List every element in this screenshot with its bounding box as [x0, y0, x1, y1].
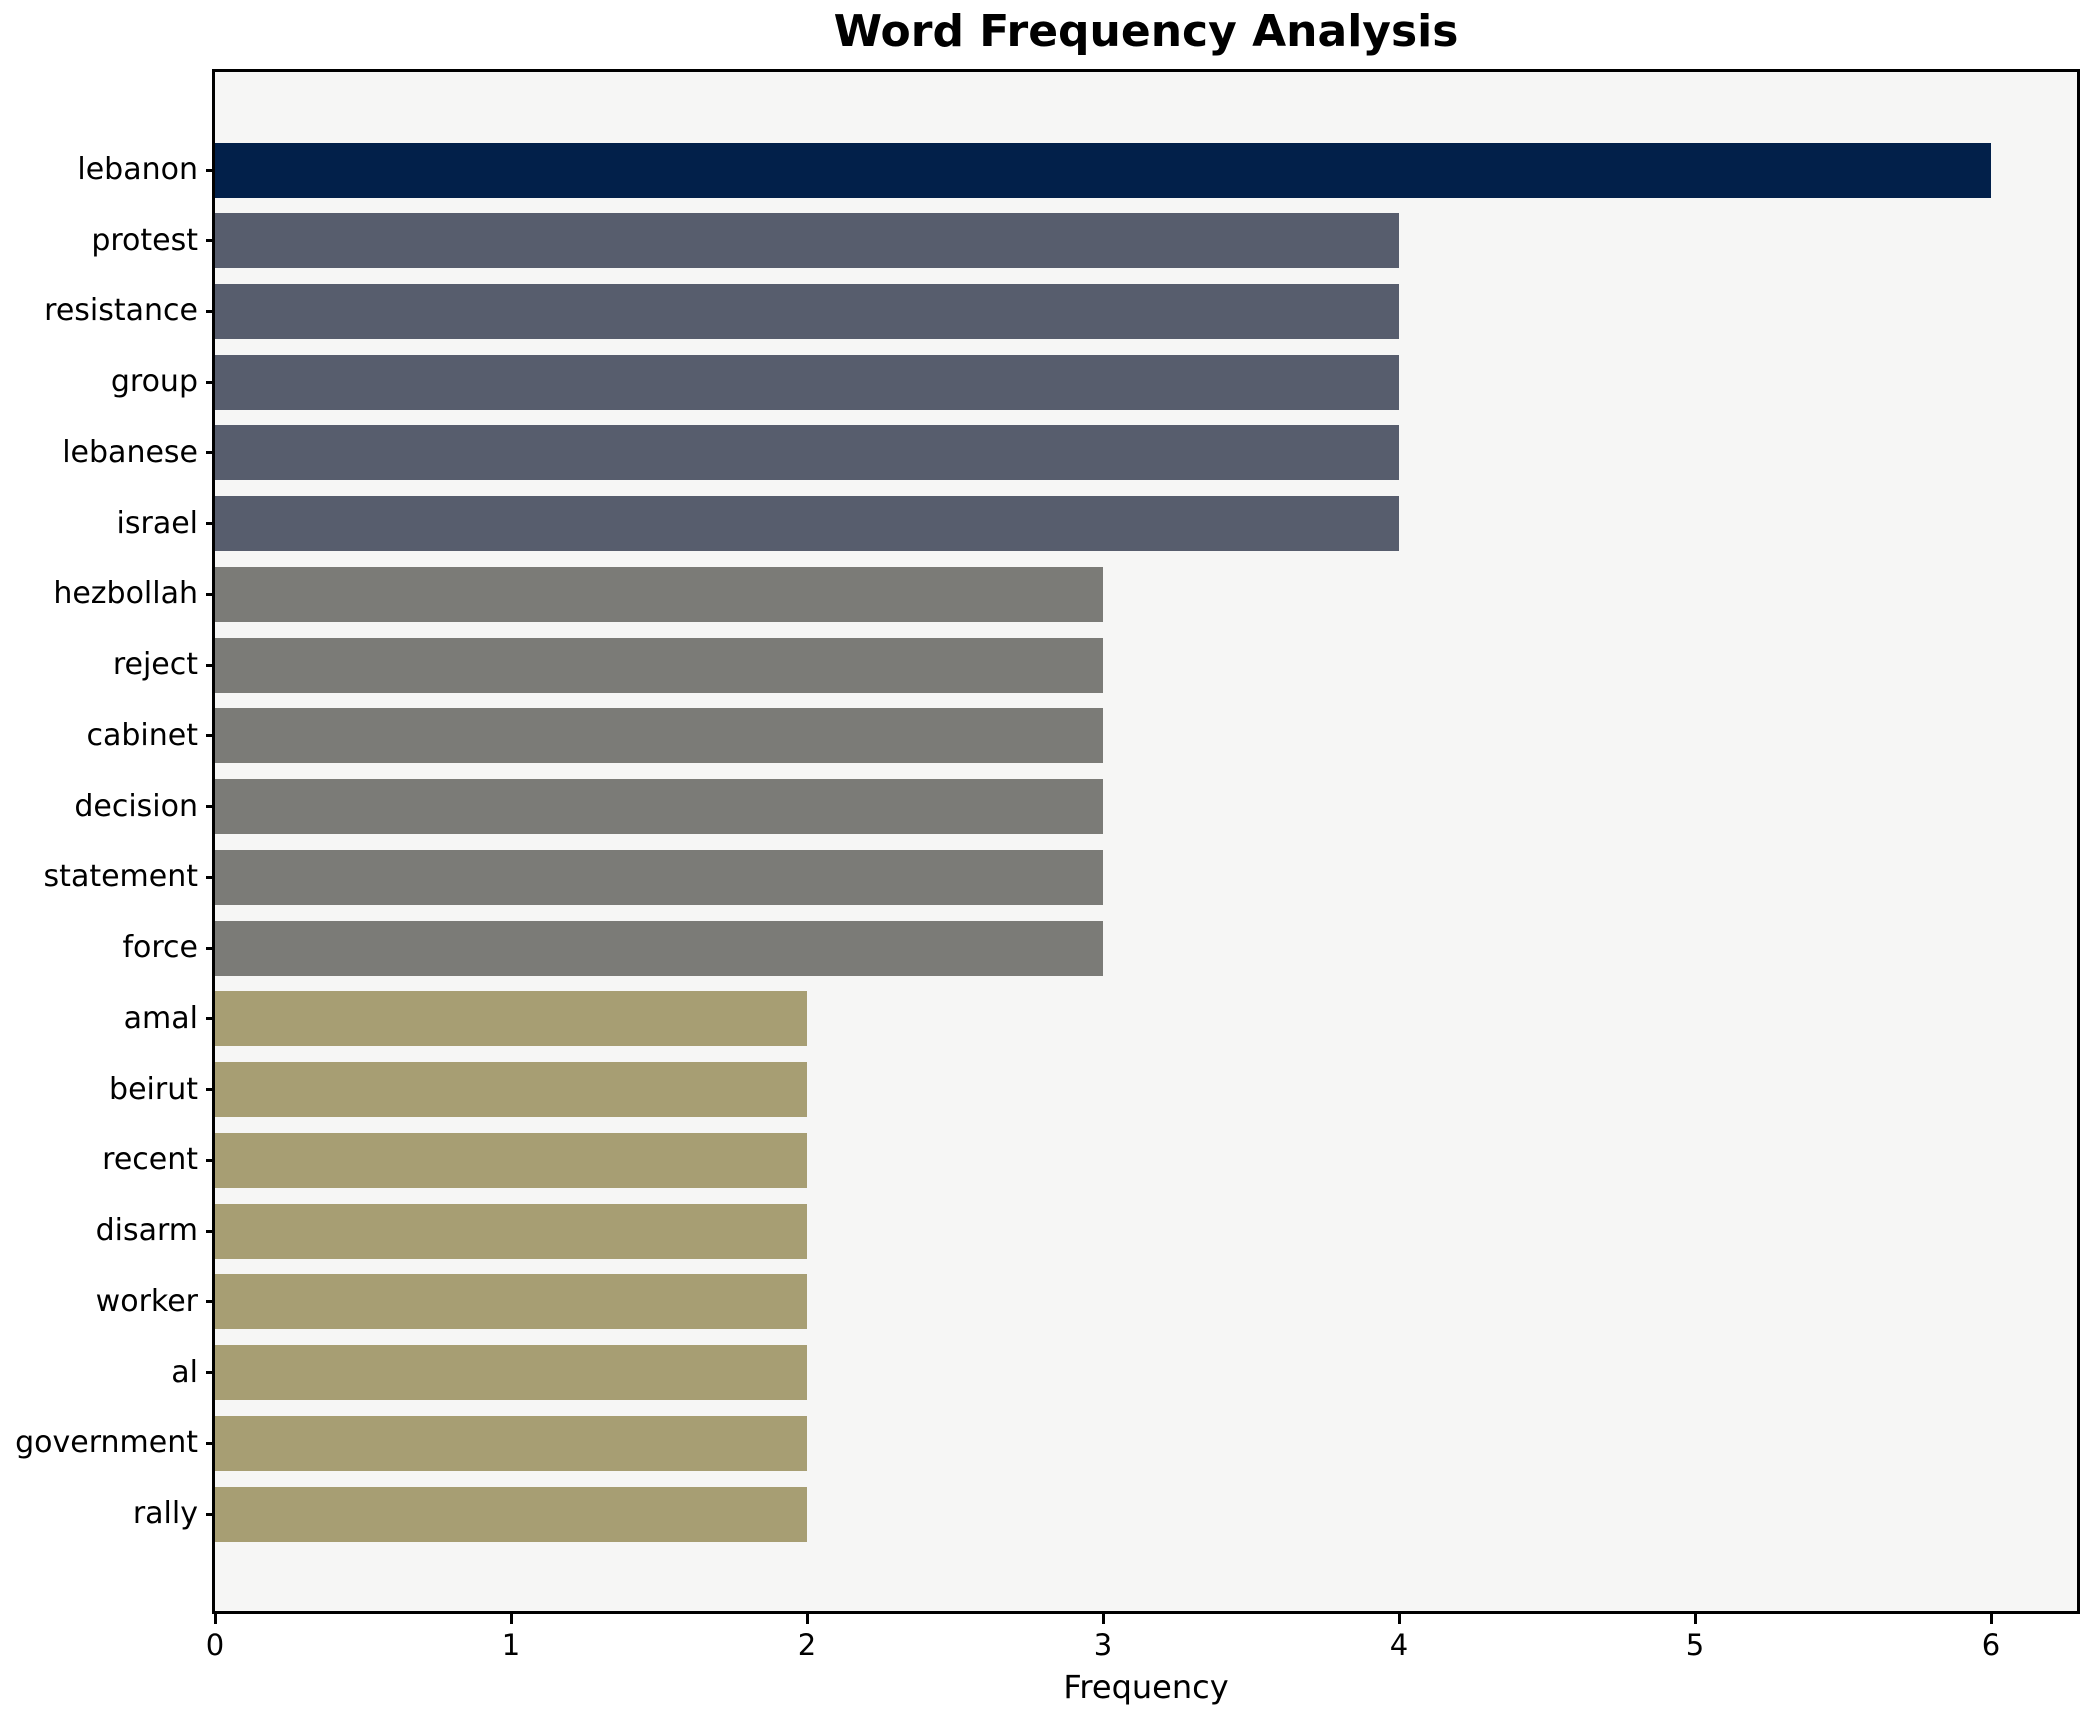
bar-protest: [215, 213, 1399, 269]
x-tick-label-5: 5: [1685, 1628, 1705, 1662]
bar-group: [215, 354, 1399, 410]
y-tick-label-decision: decision: [74, 788, 198, 824]
x-tick-mark: [1397, 1613, 1401, 1624]
y-tick-mark: [206, 522, 215, 526]
y-tick-label-force: force: [122, 930, 198, 966]
x-tick-mark: [1989, 1613, 1993, 1624]
x-axis-label: Frequency: [1063, 1668, 1229, 1706]
y-tick-label-group: group: [110, 364, 198, 400]
y-tick-mark: [206, 1512, 215, 1516]
y-tick-mark: [206, 1158, 215, 1162]
bar-resistance: [215, 283, 1399, 339]
x-tick-label-6: 6: [1981, 1628, 2001, 1662]
y-tick-label-protest: protest: [91, 222, 198, 258]
y-tick-label-cabinet: cabinet: [86, 717, 199, 753]
y-tick-mark: [206, 875, 215, 879]
y-tick-label-disarm: disarm: [95, 1213, 198, 1249]
x-tick-mark: [1101, 1613, 1105, 1624]
bar-government: [215, 1415, 807, 1471]
y-tick-mark: [206, 805, 215, 809]
chart-plot-area: [212, 69, 2080, 1614]
bar-lebanese: [215, 425, 1399, 481]
x-tick-label-2: 2: [797, 1628, 817, 1662]
y-tick-label-beirut: beirut: [109, 1071, 198, 1107]
chart-title: Word Frequency Analysis: [833, 6, 1459, 57]
x-tick-label-4: 4: [1389, 1628, 1409, 1662]
y-tick-label-lebanon: lebanon: [77, 152, 198, 187]
y-tick-mark: [206, 1300, 215, 1304]
y-tick-label-government: government: [15, 1425, 198, 1461]
y-tick-label-reject: reject: [112, 647, 198, 683]
y-tick-label-lebanese: lebanese: [62, 434, 198, 470]
bar-israel: [215, 496, 1399, 552]
x-tick-label-1: 1: [501, 1628, 521, 1662]
bar-force: [215, 920, 1103, 976]
y-tick-mark: [206, 663, 215, 667]
y-tick-label-al: al: [171, 1354, 198, 1390]
y-tick-label-statement: statement: [43, 859, 198, 895]
bar-worker: [215, 1274, 807, 1330]
bar-disarm: [215, 1203, 807, 1259]
bar-rally: [215, 1486, 807, 1542]
y-tick-mark: [206, 946, 215, 950]
y-tick-label-amal: amal: [123, 1000, 198, 1036]
y-tick-mark: [206, 239, 215, 243]
y-tick-mark: [206, 1371, 215, 1375]
y-tick-mark: [206, 1017, 215, 1021]
bar-beirut: [215, 1062, 807, 1118]
x-tick-label-3: 3: [1093, 1628, 1113, 1662]
bar-reject: [215, 637, 1103, 693]
y-tick-label-hezbollah: hezbollah: [53, 576, 198, 612]
y-tick-mark: [206, 1441, 215, 1445]
y-tick-mark: [206, 1229, 215, 1233]
y-tick-mark: [206, 734, 215, 738]
x-tick-label-0: 0: [205, 1628, 225, 1662]
bar-recent: [215, 1132, 807, 1188]
x-tick-mark: [1693, 1613, 1697, 1624]
y-tick-label-recent: recent: [102, 1142, 198, 1178]
y-tick-label-worker: worker: [95, 1283, 198, 1319]
bar-decision: [215, 779, 1103, 835]
y-tick-mark: [206, 168, 215, 172]
bar-statement: [215, 849, 1103, 905]
bar-hezbollah: [215, 566, 1103, 622]
y-tick-label-israel: israel: [116, 505, 198, 541]
x-tick-mark: [509, 1613, 513, 1624]
bar-amal: [215, 991, 807, 1047]
bar-lebanon: [215, 142, 1991, 198]
y-tick-mark: [206, 1088, 215, 1092]
bar-cabinet: [215, 708, 1103, 764]
y-tick-mark: [206, 451, 215, 455]
y-tick-label-resistance: resistance: [44, 293, 198, 329]
y-tick-mark: [206, 309, 215, 313]
x-tick-mark: [805, 1613, 809, 1624]
y-tick-label-rally: rally: [132, 1496, 198, 1532]
y-tick-mark: [206, 380, 215, 384]
y-tick-mark: [206, 592, 215, 596]
bar-al: [215, 1345, 807, 1401]
x-tick-mark: [213, 1613, 217, 1624]
